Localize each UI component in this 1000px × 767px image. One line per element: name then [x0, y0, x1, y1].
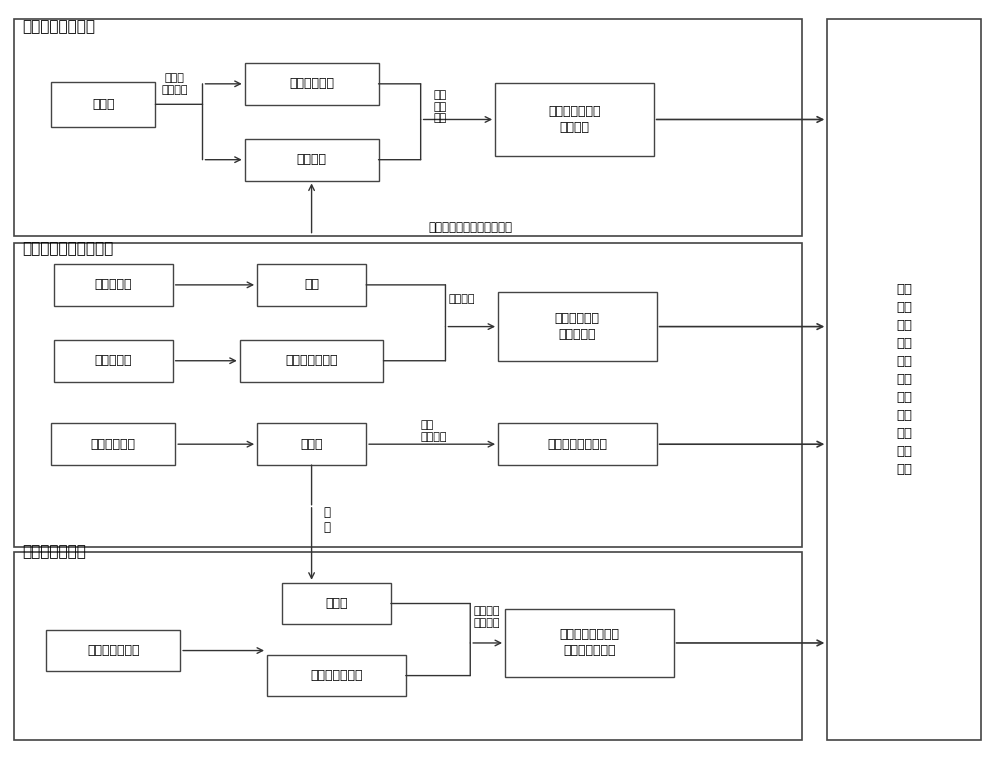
Bar — [495, 84, 654, 156]
Text: 角速度: 角速度 — [325, 597, 348, 610]
Text: 图像
处理
拟合: 图像 处理 拟合 — [434, 90, 447, 123]
Text: 导线三轴加速度: 导线三轴加速度 — [310, 669, 363, 682]
Text: 覆冰导线的真实
覆冰状态: 覆冰导线的真实 覆冰状态 — [548, 105, 601, 134]
Bar — [14, 243, 802, 547]
Text: 覆冰导线舞动扭矩: 覆冰导线舞动扭矩 — [547, 438, 607, 451]
Text: 绘制
真实
覆冰
形状
和风
攻角
工况
下的
空气
动力
曲线: 绘制 真实 覆冰 形状 和风 攻角 工况 下的 空气 动力 曲线 — [897, 283, 913, 476]
Bar — [54, 340, 173, 382]
Bar — [14, 552, 802, 740]
Text: 倾斜角、风偏角: 倾斜角、风偏角 — [285, 354, 338, 367]
Bar — [505, 609, 674, 677]
Text: 获取覆冰导线舞动参数: 获取覆冰导线舞动参数 — [22, 241, 113, 256]
Text: 拉力传感器: 拉力传感器 — [95, 278, 132, 291]
Text: 多角度
图像捕捉: 多角度 图像捕捉 — [161, 73, 188, 94]
Bar — [257, 264, 366, 306]
Text: 获取实时风攻角: 获取实时风攻角 — [22, 545, 86, 559]
Text: 覆冰厚度: 覆冰厚度 — [297, 153, 327, 166]
Bar — [498, 292, 657, 360]
Bar — [51, 423, 175, 465]
Bar — [14, 19, 802, 235]
Text: 获取真实覆冰图像: 获取真实覆冰图像 — [22, 19, 95, 35]
Text: 等值覆冰厚度力学计算模型: 等值覆冰厚度力学计算模型 — [428, 222, 512, 235]
Bar — [257, 423, 366, 465]
Bar — [282, 583, 391, 624]
Bar — [54, 264, 173, 306]
Text: 惯性导航传感器: 惯性导航传感器 — [87, 644, 140, 657]
Bar — [240, 340, 383, 382]
Text: 还原导线舞动轨迹
获取实施风攻角: 还原导线舞动轨迹 获取实施风攻角 — [559, 628, 619, 657]
Bar — [245, 63, 379, 104]
Text: 拉力: 拉力 — [304, 278, 319, 291]
Bar — [498, 423, 657, 465]
Text: 积
分: 积 分 — [323, 506, 330, 534]
Text: 坐标变换
轨迹还原: 坐标变换 轨迹还原 — [473, 607, 500, 628]
Bar — [245, 139, 379, 180]
Text: 角速度: 角速度 — [300, 438, 323, 451]
Text: 受力分析: 受力分析 — [448, 294, 475, 304]
Bar — [46, 630, 180, 671]
Text: 摄像机: 摄像机 — [92, 98, 115, 110]
Text: 角速度传感器: 角速度传感器 — [91, 438, 136, 451]
Text: 倾角传感器: 倾角传感器 — [95, 354, 132, 367]
Text: 积分
扭转刚度: 积分 扭转刚度 — [421, 420, 447, 442]
Bar — [267, 655, 406, 696]
Bar — [51, 81, 155, 127]
Text: 导线覆冰图像: 导线覆冰图像 — [289, 77, 334, 91]
Text: 覆冰导线舞动
升力、阻力: 覆冰导线舞动 升力、阻力 — [555, 312, 600, 341]
Bar — [827, 19, 981, 740]
